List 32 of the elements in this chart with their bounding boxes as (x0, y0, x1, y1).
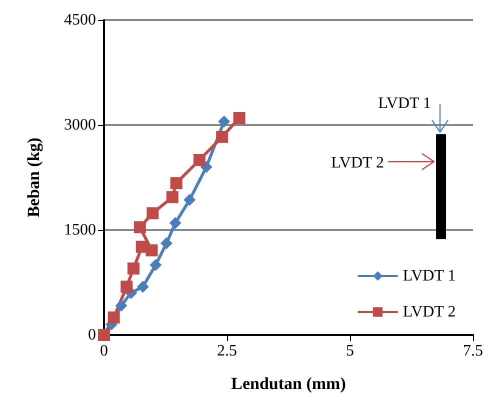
point (146, 207, 159, 220)
point (108, 312, 120, 324)
legend-label: LVDT 2 (402, 304, 456, 320)
legend-label: LVDT 1 (402, 268, 456, 284)
x-tick-label: 0 (100, 342, 108, 360)
point (193, 154, 206, 166)
point (160, 237, 172, 250)
point (146, 244, 158, 256)
x-tick-label: 2.5 (217, 342, 237, 360)
point (128, 262, 140, 274)
point (184, 194, 196, 206)
point (115, 300, 128, 312)
y-tick-label: 1500 (64, 222, 96, 238)
point (170, 177, 182, 190)
x-tick-label: 7.5 (463, 342, 483, 360)
point (166, 191, 178, 204)
y-tick-label: 0 (88, 326, 96, 344)
point (233, 112, 246, 124)
y-tick-label: 4500 (64, 12, 96, 28)
point (216, 130, 228, 143)
annotation: LVDT 1 (378, 95, 432, 112)
point (150, 259, 162, 271)
point (218, 116, 230, 128)
point (134, 221, 146, 234)
point (169, 217, 182, 229)
y-axis-title: Beban (kg) (24, 138, 43, 218)
point (120, 280, 133, 293)
annotation: LVDT 2 (331, 154, 384, 172)
x-tick-label: 5 (346, 342, 354, 360)
y-tick-label: 3000 (64, 116, 96, 134)
x-axis-title: Lendutan (mm) (231, 374, 346, 393)
point (136, 280, 149, 293)
